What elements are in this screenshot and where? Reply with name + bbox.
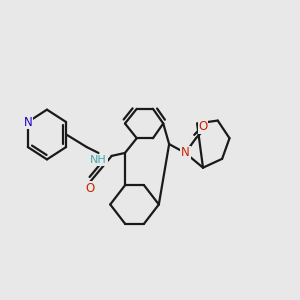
Text: O: O	[198, 120, 208, 133]
Text: N: N	[23, 116, 32, 128]
Text: N: N	[181, 146, 190, 159]
Text: O: O	[85, 182, 94, 195]
Text: NH: NH	[90, 155, 107, 165]
